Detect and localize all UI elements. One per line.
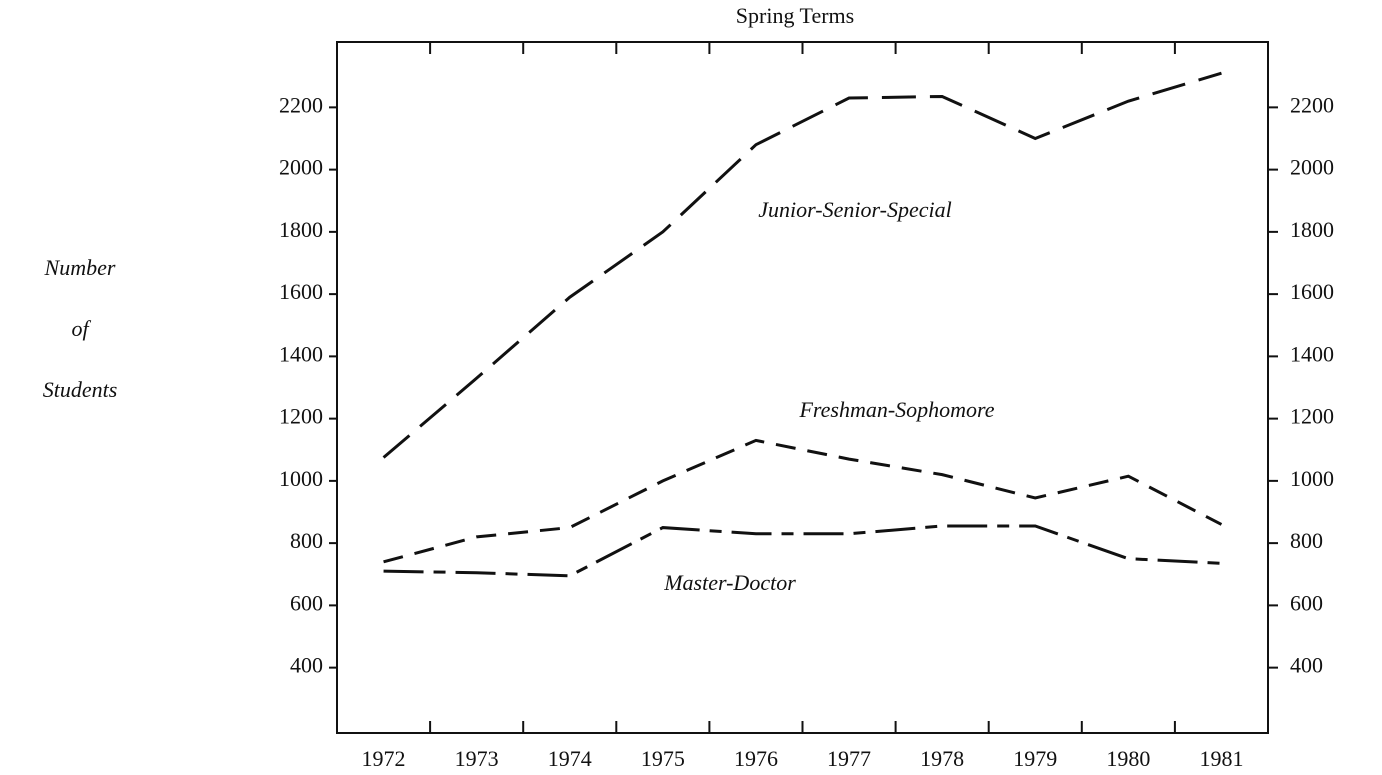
series-label: Freshman-Sophomore	[798, 397, 994, 422]
y2-tick-label: 1600	[1290, 279, 1334, 304]
x-tick-label: 1972	[362, 746, 406, 771]
y2-tick-label: 1800	[1290, 217, 1334, 242]
series-label: Junior-Senior-Special	[758, 197, 951, 222]
y-tick-label: 600	[290, 590, 323, 615]
x-tick-label: 1981	[1199, 746, 1243, 771]
series-label: Master-Doctor	[663, 570, 796, 595]
y-tick-label: 400	[290, 653, 323, 678]
y2-tick-label: 1000	[1290, 466, 1334, 491]
series-line	[383, 438, 1223, 564]
y2-tick-label: 800	[1290, 528, 1323, 553]
x-tick-label: 1976	[734, 746, 778, 771]
y2-tick-label: 2200	[1290, 92, 1334, 117]
y-tick-label: 2200	[279, 92, 323, 117]
y2-tick-label: 1400	[1290, 341, 1334, 366]
y2-tick-label: 600	[1290, 590, 1323, 615]
x-tick-label: 1973	[455, 746, 499, 771]
y-tick-label: 1800	[279, 217, 323, 242]
x-tick-label: 1979	[1013, 746, 1057, 771]
y-tick-label: 800	[290, 528, 323, 553]
y-axis-label: Number	[44, 255, 116, 280]
plot-frame	[336, 41, 1269, 734]
chart-title: Spring Terms	[736, 3, 854, 28]
y-tick-label: 1400	[279, 341, 323, 366]
y2-tick-label: 1200	[1290, 404, 1334, 429]
y-axis-label: of	[71, 316, 91, 341]
x-tick-label: 1978	[920, 746, 964, 771]
y-axis-label: Students	[43, 377, 118, 402]
y-tick-label: 1600	[279, 279, 323, 304]
x-tick-label: 1977	[827, 746, 871, 771]
x-tick-label: 1974	[548, 746, 592, 771]
y2-tick-label: 2000	[1290, 155, 1334, 180]
y-tick-label: 2000	[279, 155, 323, 180]
x-tick-label: 1980	[1106, 746, 1150, 771]
y-tick-label: 1200	[279, 404, 323, 429]
x-tick-label: 1975	[641, 746, 685, 771]
y-tick-label: 1000	[279, 466, 323, 491]
series-line	[382, 71, 1222, 459]
y2-tick-label: 400	[1290, 653, 1323, 678]
